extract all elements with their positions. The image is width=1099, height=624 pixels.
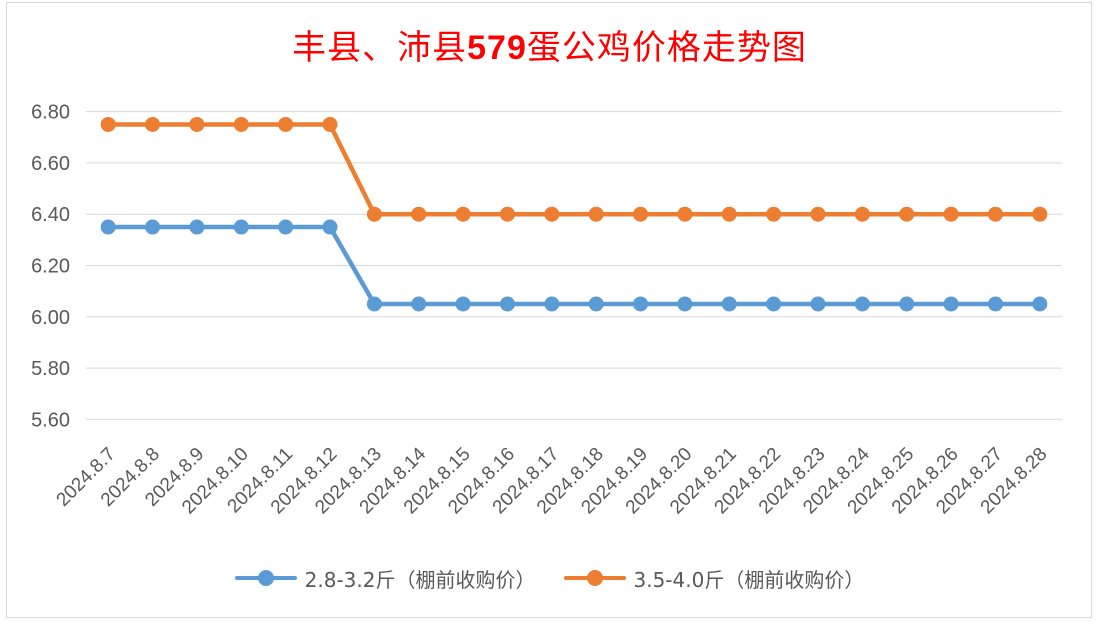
- data-point: [233, 116, 249, 132]
- data-point: [322, 219, 338, 235]
- series-layer: [100, 116, 1048, 312]
- chart-title: 丰县、沛县579蛋公鸡价格走势图: [292, 28, 807, 68]
- data-point: [278, 116, 294, 132]
- data-point: [455, 296, 471, 312]
- data-point: [1032, 206, 1048, 222]
- data-point: [677, 206, 693, 222]
- data-point: [766, 206, 782, 222]
- data-point: [366, 206, 382, 222]
- data-point: [987, 296, 1003, 312]
- data-point: [189, 219, 205, 235]
- data-point: [145, 219, 161, 235]
- data-point: [233, 219, 249, 235]
- gridlines: [86, 111, 1062, 420]
- data-point: [987, 206, 1003, 222]
- series-1: [100, 219, 1048, 312]
- data-point: [366, 296, 382, 312]
- data-point: [411, 296, 427, 312]
- data-point: [588, 206, 604, 222]
- data-point: [943, 296, 959, 312]
- data-point: [544, 206, 560, 222]
- legend-item-series-2: 3.5-4.0斤（棚前收购价）: [563, 564, 865, 593]
- data-point: [899, 296, 915, 312]
- data-point: [810, 296, 826, 312]
- data-point: [633, 206, 649, 222]
- data-point: [455, 206, 471, 222]
- data-point: [633, 296, 649, 312]
- data-point: [499, 206, 515, 222]
- data-point: [943, 206, 959, 222]
- legend-swatch-series-2: [563, 568, 626, 588]
- data-point: [100, 116, 116, 132]
- y-tick-label: 6.40: [31, 204, 70, 226]
- legend-item-series-1: 2.8-3.2斤（棚前收购价）: [234, 564, 536, 593]
- legend-swatch-series-1: [234, 568, 297, 588]
- chart-legend: 2.8-3.2斤（棚前收购价） 3.5-4.0斤（棚前收购价）: [0, 560, 1099, 596]
- legend-label-series-2: 3.5-4.0斤（棚前收购价）: [633, 567, 865, 592]
- data-point: [1032, 296, 1048, 312]
- data-point: [588, 296, 604, 312]
- data-point: [278, 219, 294, 235]
- data-point: [189, 116, 205, 132]
- data-point: [721, 206, 737, 222]
- data-point: [677, 296, 693, 312]
- data-point: [411, 206, 427, 222]
- data-point: [499, 296, 515, 312]
- y-tick-label: 6.60: [31, 153, 70, 175]
- data-point: [854, 206, 870, 222]
- y-tick-label: 6.20: [31, 256, 70, 278]
- data-point: [145, 116, 161, 132]
- data-point: [899, 206, 915, 222]
- series-line: [108, 224, 1040, 307]
- data-point: [854, 296, 870, 312]
- y-tick-label: 5.80: [31, 358, 70, 380]
- legend-label-series-1: 2.8-3.2斤（棚前收购价）: [304, 567, 536, 592]
- series-2: [100, 116, 1048, 222]
- y-tick-label: 6.00: [31, 307, 70, 329]
- data-point: [544, 296, 560, 312]
- data-point: [810, 206, 826, 222]
- y-tick-label: 6.80: [31, 102, 70, 124]
- data-point: [322, 116, 338, 132]
- data-point: [766, 296, 782, 312]
- series-line: [108, 122, 1040, 217]
- data-point: [100, 219, 116, 235]
- y-tick-label: 5.60: [31, 409, 70, 431]
- y-axis-ticks: 6.80 6.60 6.40 6.20 6.00 5.80 5.60: [31, 102, 70, 432]
- x-axis-ticks: 2024.8.72024.8.82024.8.92024.8.102024.8.…: [53, 443, 1052, 518]
- data-point: [721, 296, 737, 312]
